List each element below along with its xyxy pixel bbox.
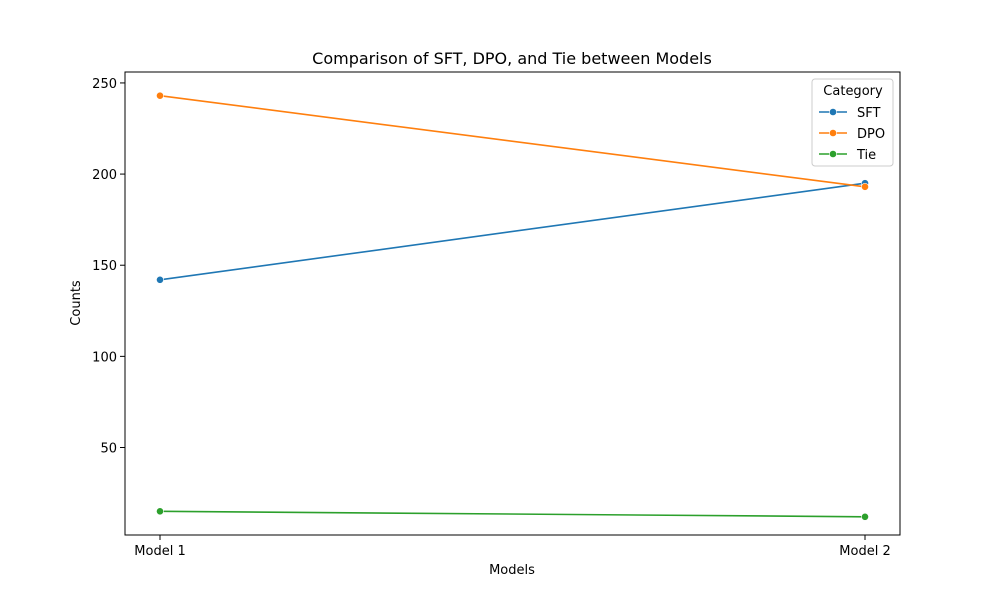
- plot-area: [124, 71, 901, 536]
- legend-label: Tie: [856, 148, 876, 163]
- chart-title: Comparison of SFT, DPO, and Tie between …: [312, 49, 712, 68]
- legend-label: DPO: [857, 127, 885, 142]
- legend-box: [811, 78, 894, 167]
- data-point-sft: [156, 275, 164, 284]
- y-tick-label: 50: [100, 442, 117, 457]
- y-tick-label: 150: [92, 259, 117, 274]
- legend-label: SFT: [857, 106, 881, 121]
- legend-marker-tie: [829, 150, 837, 158]
- legend-items: SFT DPO Tie: [819, 106, 885, 163]
- series-line-dpo: [159, 94, 866, 188]
- y-tick-label: 200: [92, 168, 117, 183]
- legend-marker-sft: [829, 108, 837, 116]
- x-tick-label: Model 1: [134, 544, 185, 559]
- data-point-dpo: [156, 91, 164, 100]
- y-axis-label: Counts: [69, 280, 84, 326]
- y-tick-label: 100: [92, 350, 117, 365]
- x-axis-ticks: Model 1 Model 2: [134, 535, 891, 559]
- y-axis-ticks: 50 100 150 200 250: [92, 77, 125, 457]
- legend: Category SFT DPO Tie: [811, 78, 894, 167]
- y-tick-label: 250: [92, 77, 117, 92]
- x-tick-label: Model 2: [839, 544, 890, 559]
- series-line-sft: [159, 182, 866, 281]
- series-lines: [156, 91, 869, 521]
- legend-marker-dpo: [829, 129, 837, 137]
- legend-title: Category: [823, 84, 883, 99]
- series-line-tie: [159, 510, 866, 518]
- data-point-tie: [861, 512, 869, 521]
- data-point-dpo: [861, 182, 869, 191]
- data-point-tie: [156, 507, 164, 516]
- x-axis-label: Models: [489, 563, 535, 578]
